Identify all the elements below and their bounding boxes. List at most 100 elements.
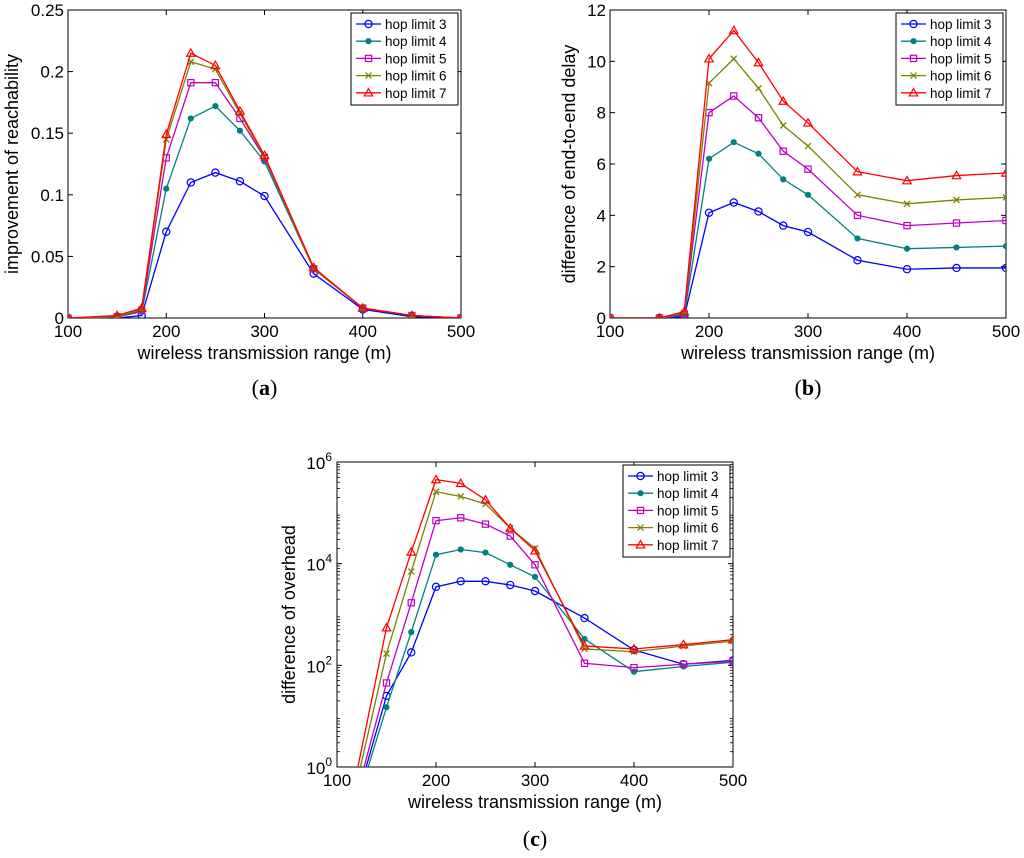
y-tick-label: 0.1 xyxy=(40,186,64,205)
data-point xyxy=(259,149,270,160)
data-point xyxy=(679,660,688,668)
data-point xyxy=(456,577,465,586)
series-line-hop-limit-4 xyxy=(68,105,461,318)
legend-marker xyxy=(910,72,917,80)
data-point xyxy=(755,150,762,157)
legend-item: hop limit 6 xyxy=(901,69,992,84)
data-point xyxy=(185,47,197,57)
legend-marker xyxy=(635,539,646,549)
data-point xyxy=(507,561,514,568)
data-point xyxy=(1002,216,1006,225)
legend-label: hop limit 4 xyxy=(930,34,992,49)
figure-caption: (c) xyxy=(523,826,547,851)
data-point xyxy=(729,198,738,207)
data-point xyxy=(804,142,812,150)
data-point xyxy=(68,314,72,318)
data-point xyxy=(161,129,172,139)
legend-item: hop limit 6 xyxy=(356,69,447,84)
data-point xyxy=(457,492,465,500)
data-point xyxy=(728,25,739,35)
data-point xyxy=(357,302,368,312)
data-point xyxy=(780,176,787,183)
data-point xyxy=(455,477,466,488)
legend-item: hop limit 4 xyxy=(628,486,719,501)
data-point xyxy=(754,114,763,122)
data-point xyxy=(68,312,72,318)
x-tick-label: 400 xyxy=(620,771,648,790)
data-point xyxy=(656,312,663,318)
legend-marker xyxy=(637,524,644,532)
data-point xyxy=(610,312,614,318)
data-point xyxy=(531,573,539,580)
y-tick-label: 8 xyxy=(597,104,606,123)
data-point xyxy=(951,170,962,180)
data-point xyxy=(432,488,440,496)
data-point xyxy=(212,102,219,110)
data-point xyxy=(481,520,490,528)
x-tick-label: 500 xyxy=(447,322,475,341)
x-tick-label: 200 xyxy=(152,322,180,341)
legend-marker xyxy=(364,19,373,29)
series-line-hop-limit-4 xyxy=(610,141,1006,318)
x-tick-label: 400 xyxy=(893,322,921,341)
data-point xyxy=(952,263,961,273)
x-tick-label: 300 xyxy=(250,322,278,341)
series-line-hop-limit-5 xyxy=(610,95,1006,318)
data-point xyxy=(854,235,861,242)
series-line-hop-limit-4 xyxy=(367,548,733,767)
data-point xyxy=(730,139,737,146)
data-point xyxy=(778,95,789,105)
legend-item: hop limit 4 xyxy=(356,34,447,49)
data-point xyxy=(531,561,539,569)
legend-marker xyxy=(365,72,372,80)
data-point xyxy=(854,191,861,199)
y-tick-label: 104 xyxy=(306,552,332,575)
legend-marker xyxy=(908,87,919,97)
data-point xyxy=(903,245,911,252)
y-tick-label: 12 xyxy=(587,1,606,20)
data-point xyxy=(803,227,813,237)
data-point xyxy=(210,60,221,70)
data-point xyxy=(163,185,170,192)
x-tick-label: 100 xyxy=(596,322,624,341)
x-axis-label: wireless transmission range (m) xyxy=(136,343,391,363)
data-point xyxy=(802,117,814,127)
y-axis-label: improvement of reachability xyxy=(2,54,22,274)
legend-label: hop limit 5 xyxy=(385,51,447,66)
data-point xyxy=(730,92,738,100)
data-point xyxy=(729,657,733,666)
legend-item: hop limit 6 xyxy=(628,521,719,536)
legend-label: hop limit 6 xyxy=(657,521,719,536)
legend-label: hop limit 7 xyxy=(657,538,719,553)
legend-label: hop limit 7 xyxy=(930,86,992,101)
data-point xyxy=(430,474,442,484)
data-point xyxy=(408,629,415,636)
legend-marker xyxy=(909,19,918,29)
data-point xyxy=(187,78,195,87)
y-tick-label: 0 xyxy=(55,309,64,328)
figure-caption: (a) xyxy=(252,375,278,400)
series-line-hop-limit-3 xyxy=(610,201,1006,318)
series-line-hop-limit-7 xyxy=(68,52,461,318)
legend-marker xyxy=(910,38,917,45)
x-tick-label: 200 xyxy=(695,322,723,341)
y-axis-label: difference of overhead xyxy=(279,525,299,704)
legend-label: hop limit 6 xyxy=(930,69,992,84)
data-point xyxy=(953,196,960,204)
data-point xyxy=(630,663,638,672)
y-tick-label: 2 xyxy=(597,258,606,277)
x-tick-label: 300 xyxy=(521,771,549,790)
data-point xyxy=(530,586,540,596)
data-point xyxy=(481,577,490,586)
data-point xyxy=(383,704,390,711)
data-point xyxy=(903,200,911,208)
legend-marker xyxy=(365,38,372,45)
data-point xyxy=(381,622,392,632)
data-point xyxy=(211,78,220,87)
series-layer xyxy=(357,474,733,767)
legend-label: hop limit 5 xyxy=(657,503,719,518)
legend-item: hop limit 3 xyxy=(901,17,992,32)
data-point xyxy=(610,314,614,318)
data-point xyxy=(432,517,440,525)
legend-label: hop limit 6 xyxy=(385,69,447,84)
